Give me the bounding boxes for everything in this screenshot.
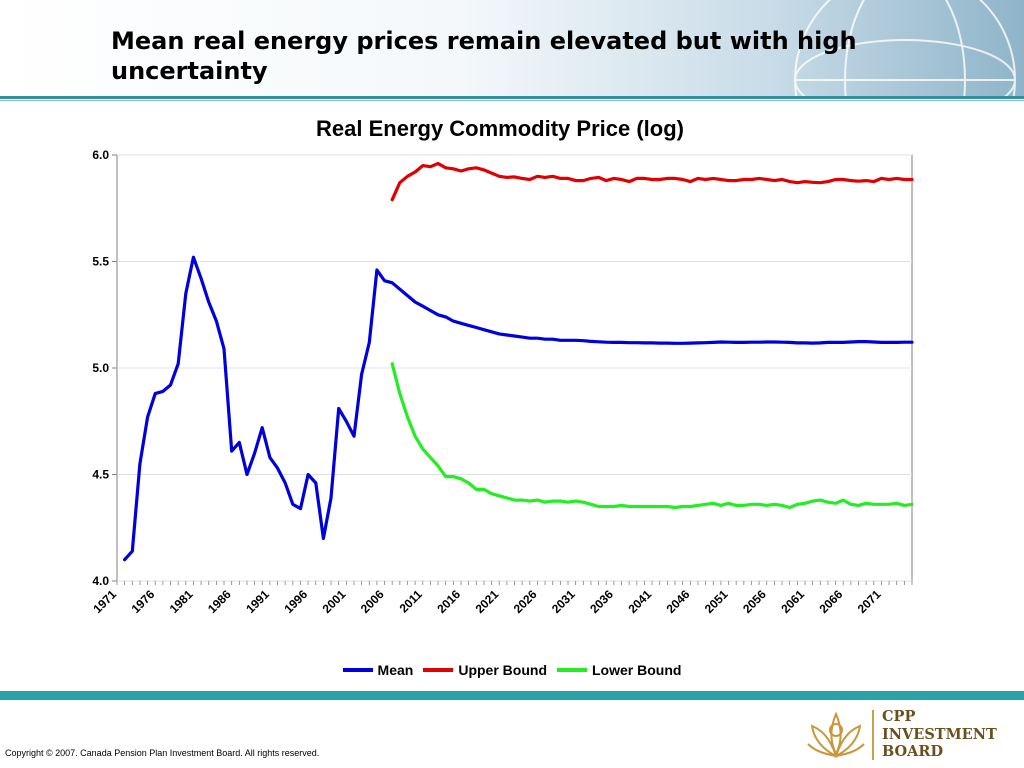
x-tick-label: 2071	[855, 587, 884, 616]
legend-item-mean: Mean	[342, 662, 414, 678]
grid-layer	[116, 154, 913, 582]
footer-rule	[0, 691, 1024, 700]
y-tick-label: 6.0	[92, 148, 109, 162]
logo-divider	[872, 710, 874, 760]
x-tick-label: 2016	[434, 587, 463, 616]
x-tick-label: 1986	[205, 587, 234, 616]
logo-wordmark: CPP INVESTMENT BOARD	[882, 708, 997, 761]
logo-line-1: CPP	[882, 708, 916, 725]
globe-graphic	[794, 0, 1016, 96]
x-tick-label: 2046	[664, 587, 693, 616]
legend-swatch-lower-bound	[557, 668, 587, 672]
x-tick-label: 1991	[243, 587, 272, 616]
x-tick-label: 2061	[778, 587, 807, 616]
leaf-emblem-icon	[807, 711, 865, 758]
series-layer	[122, 161, 914, 562]
header-rule	[0, 96, 1024, 99]
x-tick-label: 2006	[358, 587, 387, 616]
cpp-logo: CPP INVESTMENT BOARD	[804, 706, 1014, 764]
x-tick-label: 2001	[320, 587, 349, 616]
x-tick-label: 2021	[473, 587, 502, 616]
axis-layer	[112, 154, 913, 585]
logo-line-2: INVESTMENT	[882, 725, 997, 743]
y-tick-label: 4.5	[92, 468, 109, 482]
chart-title: Real Energy Commodity Price (log)	[316, 116, 684, 141]
copyright-notice: Copyright © 2007. Canada Pension Plan In…	[5, 748, 320, 758]
series-line-upper-bound	[390, 161, 914, 202]
chart-legend: Mean Upper Bound Lower Bound	[0, 662, 1024, 678]
slide-title: Mean real energy prices remain elevated …	[111, 27, 857, 85]
legend-swatch-upper-bound	[423, 668, 454, 672]
x-tick-label: 2041	[625, 587, 654, 616]
legend-label-lower-bound: Lower Bound	[592, 662, 682, 678]
x-tick-label: 1981	[167, 587, 196, 616]
x-tick-label: 2036	[587, 587, 616, 616]
slide-header: Mean real energy prices remain elevated …	[0, 0, 1024, 96]
series-line-mean	[122, 255, 914, 562]
y-tick-label: 5.5	[92, 255, 109, 269]
y-tick-label: 4.0	[92, 574, 109, 588]
x-tick-label: 2026	[511, 587, 540, 616]
y-tick-label: 5.0	[92, 361, 109, 375]
header-rule-thin	[0, 100, 1024, 101]
legend-item-lower-bound: Lower Bound	[557, 662, 681, 678]
x-tick-label: 2051	[702, 587, 731, 616]
x-tick-label: 2066	[817, 587, 846, 616]
logo-line-3: BOARD	[882, 743, 944, 760]
x-tick-label: 1976	[129, 587, 158, 616]
x-tick-label: 2031	[549, 587, 578, 616]
legend-label-upper-bound: Upper Bound	[458, 662, 547, 678]
x-tick-label: 2011	[397, 587, 426, 616]
series-line-lower-bound	[390, 362, 914, 510]
header-background	[0, 0, 1024, 96]
x-tick-label: 1971	[90, 587, 119, 616]
x-tick-label: 1996	[281, 587, 310, 616]
x-tick-label: 2056	[740, 587, 769, 616]
legend-swatch-mean	[342, 668, 373, 672]
legend-item-upper-bound: Upper Bound	[423, 662, 547, 678]
legend-label-mean: Mean	[377, 662, 414, 678]
